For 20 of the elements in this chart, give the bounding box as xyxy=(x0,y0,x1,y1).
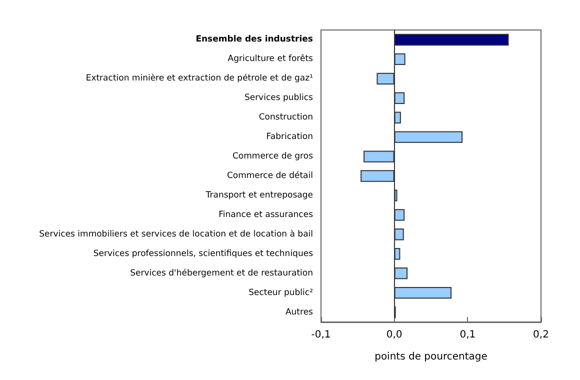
y-tick-label: Autres xyxy=(285,307,314,318)
y-tick-label: Secteur public² xyxy=(248,288,313,298)
x-tick-label: -0,1 xyxy=(311,330,331,340)
x-tick-label: 0,0 xyxy=(386,330,402,340)
x-tick-label: 0,1 xyxy=(460,330,476,340)
y-tick-label: Commerce de détail xyxy=(226,171,313,181)
x-tick-label: 0,2 xyxy=(533,330,549,340)
y-tick-label: Extraction minière et extraction de pétrole et de gaz¹ xyxy=(86,74,313,84)
y-tick-label: Construction xyxy=(258,112,313,123)
x-axis-title: points de pourcentage xyxy=(374,352,488,362)
y-tick-label: Commerce de gros xyxy=(232,152,314,162)
y-tick-label: Agriculture et forêts xyxy=(228,54,314,64)
y-tick-label: Services professionnels, scientifiques et techniques xyxy=(93,248,314,259)
y-tick-label: Fabrication xyxy=(266,132,313,142)
y-tick-label: Services d'hébergement et de restauration xyxy=(130,268,313,278)
y-tick-label: Services publics xyxy=(244,93,314,104)
y-tick-label: Transport et entreposage xyxy=(204,190,313,200)
y-tick-label: Services immobiliers et services de location et de location à bail xyxy=(39,229,313,240)
y-tick-label: Finance et assurances xyxy=(218,210,314,220)
y-tick-label: Ensemble des industries xyxy=(196,34,313,45)
